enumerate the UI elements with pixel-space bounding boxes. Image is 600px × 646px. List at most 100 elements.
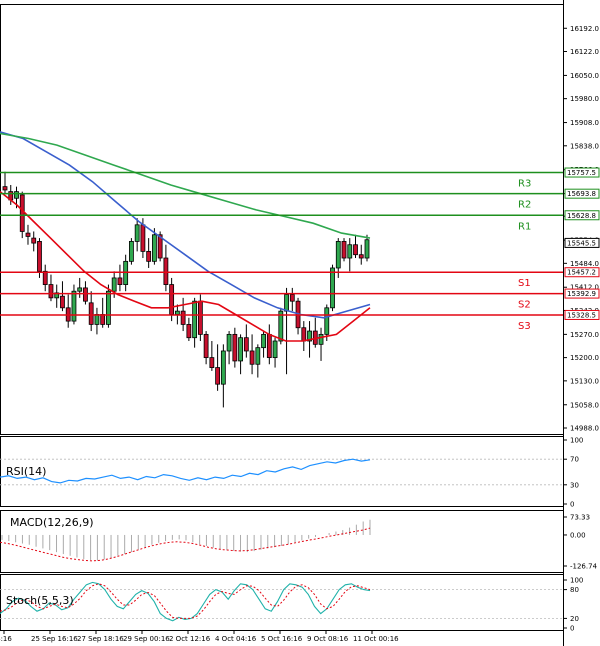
- price-tick-label: 15412.0: [570, 284, 599, 292]
- candle-body: [163, 257, 169, 285]
- candle-body: [238, 337, 243, 362]
- candle-body: [42, 270, 48, 285]
- candle-body: [209, 357, 215, 368]
- price-tick-label: 15484.0: [570, 260, 599, 268]
- candle-body: [307, 330, 312, 342]
- price-tick-label: 15838.0: [570, 142, 599, 150]
- macd-histogram: [1, 519, 371, 561]
- x-tick-label: 2 Oct 12:16: [169, 635, 211, 643]
- x-tick-label: 25 Sep 16:16: [31, 635, 78, 643]
- candle-body: [31, 237, 37, 244]
- level-tag-box: [564, 167, 600, 178]
- level-tag-box: [564, 309, 600, 320]
- candle-body: [347, 244, 353, 259]
- candle-body: [261, 333, 266, 349]
- level-name-s3: S3: [518, 321, 531, 332]
- moving-average-line: [0, 131, 371, 319]
- price-tick-label: 14988.0: [570, 425, 599, 433]
- level-tag-box: [564, 288, 600, 299]
- price-tick-label: 16050.0: [570, 72, 599, 80]
- candle-body: [100, 314, 106, 325]
- candle-body: [77, 287, 83, 292]
- level-name-r3: R3: [518, 179, 531, 190]
- candle-body: [243, 337, 249, 352]
- candle-body: [324, 307, 330, 335]
- candle-body: [192, 300, 198, 339]
- macd-tick-label: -126.74: [570, 563, 598, 571]
- candle-body: [255, 347, 261, 365]
- candle-body: [249, 350, 255, 365]
- moving-average-line: [0, 132, 371, 239]
- macd-label: MACD(12,26,9): [10, 516, 94, 529]
- stoch-tick-label: 100: [570, 577, 583, 585]
- candle-body: [301, 327, 307, 342]
- price-tick-label: 15058.0: [570, 401, 599, 409]
- candle-body: [330, 267, 335, 309]
- x-tick-label: 9 Oct 08:16: [307, 635, 349, 643]
- candle-body: [203, 333, 209, 359]
- candle-body: [220, 350, 226, 385]
- candle-body: [232, 333, 238, 362]
- candle-body: [83, 287, 88, 302]
- candle-body: [106, 290, 111, 325]
- macd-signal-line: [0, 527, 371, 562]
- candle-body: [266, 333, 272, 359]
- candle-body: [37, 241, 42, 272]
- candles-group: [2, 171, 370, 408]
- candle-body: [129, 241, 134, 262]
- candle-body: [169, 284, 175, 315]
- candle-body: [358, 254, 364, 259]
- candle-body: [197, 300, 203, 335]
- level-tag-box: [564, 210, 600, 221]
- price-tick-label: 15130.0: [570, 377, 599, 385]
- rsi-line: [0, 458, 371, 484]
- candle-body: [364, 239, 370, 259]
- rsi-tick-label: 100: [570, 437, 583, 445]
- candle-body: [14, 191, 19, 199]
- stoch-k-line: [0, 581, 371, 622]
- candle-body: [226, 333, 232, 352]
- candle-body: [186, 324, 192, 339]
- level-name-s2: S2: [518, 300, 531, 311]
- candle-body: [117, 277, 123, 285]
- price-tick-label: 16122.0: [570, 48, 599, 56]
- current-price-label: 15545.5: [567, 239, 596, 247]
- x-tick-label: 4 Oct 04:16: [215, 635, 257, 643]
- stoch-label: Stoch(5,5,3): [6, 594, 74, 607]
- candle-body: [19, 194, 25, 232]
- candle-body: [215, 367, 221, 385]
- candle-body: [272, 340, 278, 359]
- level-tag-label: 15693.8: [567, 190, 596, 198]
- stoch-tick-label: 20: [570, 615, 579, 623]
- candle-body: [284, 294, 289, 312]
- candle-body: [88, 302, 94, 325]
- candle-body: [335, 241, 341, 269]
- panel-frame-rsi: [0, 436, 564, 507]
- level-tag-label: 15757.5: [567, 169, 596, 177]
- candle-body: [289, 294, 295, 302]
- candle-body: [71, 290, 77, 322]
- price-tick-label: 16192.0: [570, 25, 599, 33]
- candle-body: [48, 284, 54, 299]
- stoch-tick-label: 80: [570, 586, 579, 594]
- stoch-tick-label: 0: [570, 625, 574, 633]
- candle-body: [2, 186, 8, 191]
- rsi-tick-label: 30: [570, 481, 579, 489]
- macd-tick-label: 73.33: [570, 514, 590, 522]
- candle-body: [140, 224, 146, 252]
- candle-body: [180, 310, 186, 325]
- level-tag-label: 15457.2: [567, 269, 596, 277]
- candle-body: [60, 295, 65, 309]
- candle-body: [151, 234, 157, 262]
- candle-body: [341, 241, 347, 259]
- level-name-s1: S1: [518, 278, 531, 289]
- moving-average-line: [0, 190, 371, 342]
- candle-body: [318, 333, 324, 345]
- rsi-label: RSI(14): [6, 465, 46, 478]
- candle-body: [174, 310, 180, 315]
- x-tick-label: p 04:16: [0, 635, 12, 643]
- level-tag-label: 15628.8: [567, 212, 596, 220]
- level-tag-box: [564, 267, 600, 278]
- level-tag-box: [564, 188, 600, 199]
